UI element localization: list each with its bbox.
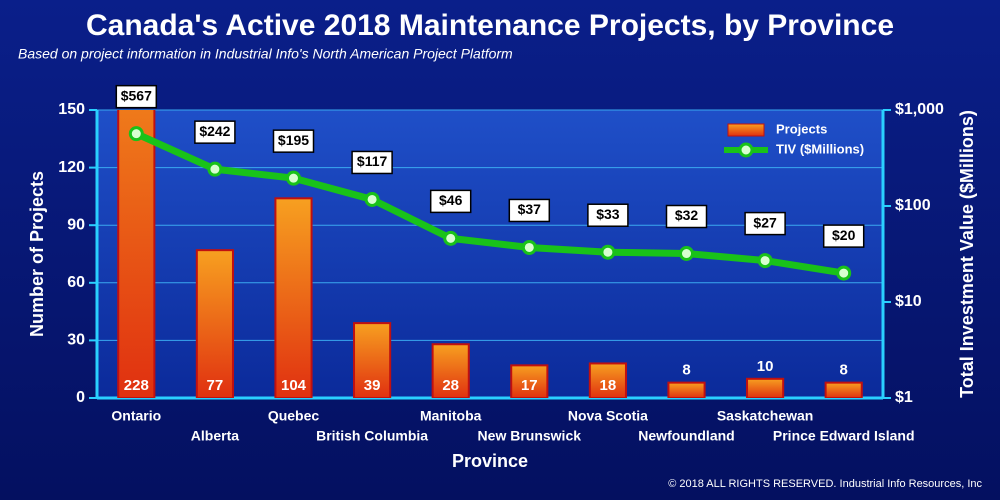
line-marker	[364, 191, 380, 207]
y-tick-label: 150	[58, 101, 85, 118]
line-marker	[600, 244, 616, 260]
label-box	[822, 224, 865, 248]
bar-value-label: 17	[521, 377, 538, 394]
bar	[274, 197, 313, 398]
y2-tick-label: $100	[895, 197, 931, 214]
y2-tick-label: $1	[895, 389, 913, 406]
bar	[588, 362, 627, 398]
x-tick-label: Nova Scotia	[568, 408, 648, 424]
line-value-label: $117	[357, 153, 388, 169]
bar	[824, 381, 863, 398]
chart-subtitle: Based on project information in Industri…	[18, 46, 513, 62]
y-tick-label: 90	[67, 216, 85, 233]
bar-value-label: 8	[682, 362, 690, 379]
x-tick-label: Alberta	[191, 428, 239, 444]
bar-value-label: 39	[364, 377, 381, 394]
line-value-label: $195	[278, 132, 309, 148]
legend-swatch	[727, 123, 765, 137]
y2-tick-label: $10	[895, 293, 922, 310]
x-tick-label: Newfoundland	[638, 428, 734, 444]
y2-tick-label: $1,000	[895, 101, 944, 118]
y-axis-label: Number of Projects	[27, 171, 47, 337]
bar	[431, 343, 470, 398]
x-tick-label: Ontario	[111, 408, 161, 424]
label-box	[665, 204, 708, 229]
line-value-label: $27	[753, 214, 777, 230]
line-value-label: $567	[121, 87, 152, 103]
bar	[667, 381, 706, 398]
legend-swatch	[738, 142, 754, 158]
bar-value-label: 228	[124, 377, 149, 394]
y-tick-label: 60	[67, 274, 85, 291]
bars	[117, 110, 863, 398]
line	[134, 130, 845, 277]
label-box	[429, 189, 472, 214]
x-tick-label: Quebec	[268, 408, 320, 424]
line-value-label: $242	[199, 123, 230, 139]
y2-axis-label: Total Investment Value ($Millions)	[957, 110, 977, 398]
source-note: © 2018 ALL RIGHTS RESERVED. Industrial I…	[668, 478, 982, 490]
label-box	[115, 84, 158, 109]
bar	[117, 110, 156, 398]
legend-label: Projects	[776, 121, 827, 136]
line-marker	[521, 239, 537, 255]
line-marker	[207, 161, 223, 177]
bar	[353, 322, 392, 398]
label-box	[272, 129, 315, 153]
chart-title: Canada's Active 2018 Maintenance Project…	[86, 9, 894, 42]
bar-value-label: 18	[600, 377, 617, 394]
y-tick-label: 120	[58, 159, 85, 176]
line-value-label: $20	[832, 227, 856, 243]
x-axis-label: Province	[452, 451, 528, 471]
bar	[195, 249, 234, 398]
line-marker	[757, 253, 773, 269]
bar-value-label: 77	[207, 377, 224, 394]
line-marker	[286, 170, 301, 186]
legend-label: TIV ($Millions)	[776, 141, 864, 156]
bar-value-label: 28	[442, 377, 459, 394]
y-tick-label: 30	[67, 332, 85, 349]
bar-value-label: 104	[281, 377, 307, 394]
bar-value-label: 10	[757, 358, 774, 375]
line-value-label: $33	[596, 206, 620, 222]
x-tick-label: New Brunswick	[478, 428, 582, 444]
label-box	[351, 150, 393, 175]
bar-value-label: 8	[840, 362, 848, 379]
x-tick-label: Prince Edward Island	[773, 428, 915, 444]
label-box	[587, 203, 629, 227]
bar	[510, 364, 549, 398]
line-marker	[443, 230, 459, 246]
x-tick-label: Saskatchewan	[717, 408, 814, 424]
line-value-label: $37	[518, 201, 542, 217]
bar	[746, 377, 785, 398]
line-marker	[679, 246, 694, 262]
x-tick-label: Manitoba	[420, 408, 482, 424]
x-tick-label: British Columbia	[316, 428, 428, 444]
line-marker	[836, 265, 852, 281]
line-value-label: $46	[439, 192, 463, 208]
label-box	[194, 120, 236, 144]
line-marker	[128, 126, 144, 142]
label-box	[508, 198, 551, 223]
line-value-label: $32	[675, 207, 699, 223]
label-box	[744, 211, 786, 236]
y-tick-label: 0	[76, 389, 85, 406]
